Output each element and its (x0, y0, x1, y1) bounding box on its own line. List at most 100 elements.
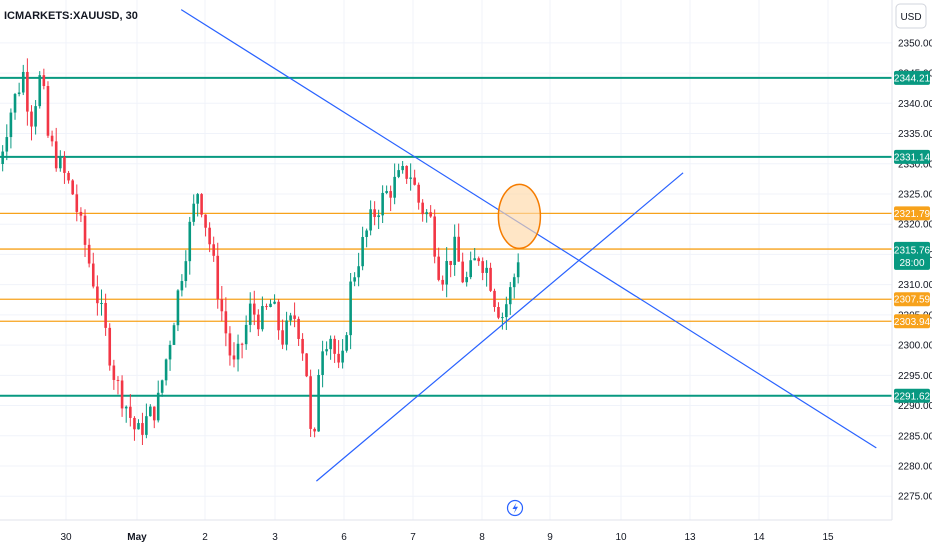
candle (34, 100, 37, 135)
candle (172, 322, 176, 345)
candle (353, 272, 356, 287)
candle (405, 165, 408, 184)
candle (133, 416, 136, 441)
candle (301, 333, 304, 361)
candle (149, 404, 152, 417)
candle (337, 340, 340, 369)
candle (512, 273, 516, 299)
candle (75, 184, 79, 222)
y-tick-label: 2350.00 (898, 38, 932, 49)
candle (46, 81, 50, 138)
candle (445, 247, 448, 298)
candles (1, 58, 520, 445)
candle (152, 406, 156, 429)
candle (91, 252, 95, 289)
y-tick-label: 2325.00 (898, 189, 932, 200)
candle (437, 247, 440, 282)
candle (38, 71, 42, 109)
candle (67, 170, 70, 184)
y-tick-label: 2280.00 (898, 462, 932, 473)
candle (317, 369, 320, 432)
candle (228, 326, 232, 366)
horizontal-levels[interactable] (0, 76, 892, 397)
candle (417, 182, 420, 210)
candle (160, 379, 164, 397)
candle (232, 342, 236, 368)
level-badge (894, 314, 930, 329)
candle (108, 323, 112, 371)
candle (501, 312, 504, 330)
candle (145, 403, 148, 439)
candle (465, 271, 468, 287)
candle (397, 163, 400, 179)
candle (104, 293, 107, 336)
candle (425, 209, 428, 223)
candle (124, 405, 128, 423)
candle (516, 253, 520, 284)
candle (83, 209, 87, 258)
candle (180, 274, 184, 297)
candle (493, 288, 496, 312)
candle (63, 151, 66, 184)
candle (50, 130, 54, 147)
level-badge (894, 292, 930, 307)
candle (120, 375, 124, 417)
candle (385, 185, 388, 195)
candle (377, 209, 380, 229)
candle (192, 194, 196, 226)
candle (137, 419, 140, 430)
candle (489, 262, 492, 293)
level-badge-label: 2303.94 (894, 317, 931, 328)
x-tick-label: 13 (684, 532, 696, 543)
candle (42, 68, 46, 90)
x-tick-label: May (127, 532, 147, 543)
candle (293, 302, 296, 328)
trendline-ascending[interactable] (316, 172, 684, 482)
candle (413, 169, 416, 186)
candle (236, 334, 240, 372)
candle (156, 380, 160, 423)
candle (389, 185, 392, 212)
candle (325, 341, 328, 356)
candle (208, 222, 211, 253)
candle (285, 311, 288, 351)
current-price-badge (894, 241, 930, 270)
candle (433, 209, 436, 264)
candle (277, 299, 280, 340)
highlight-circle[interactable] (497, 183, 542, 250)
level-badge-label: 2291.62 (894, 391, 931, 402)
level-badge (894, 149, 930, 164)
candle (54, 127, 58, 172)
y-tick-label: 2275.00 (898, 492, 932, 503)
candle (244, 315, 248, 350)
flash-icon[interactable] (506, 499, 524, 517)
candle (421, 199, 424, 222)
candle (365, 228, 368, 248)
level-badge-label: 2321.79 (894, 209, 931, 220)
currency-button-label: USD (900, 12, 921, 23)
y-tick-label: 2320.00 (898, 220, 932, 231)
candle (71, 179, 74, 196)
time-axis-labels: 30 May 2 3 6 7 8 9 10 13 14 15 (60, 532, 834, 543)
candle (21, 64, 25, 96)
candle (305, 353, 308, 378)
candle (409, 163, 412, 191)
candle (333, 335, 336, 363)
candle (79, 207, 83, 223)
time-axis[interactable] (0, 520, 892, 550)
candle (216, 242, 220, 309)
currency-button[interactable]: USD (895, 3, 927, 29)
candle (59, 150, 62, 172)
candle (273, 294, 276, 305)
x-tick-label: 14 (753, 532, 765, 543)
y-tick-label: 2285.00 (898, 431, 932, 442)
candle (164, 358, 168, 386)
level-badge-label: 2307.59 (894, 295, 931, 306)
candle (309, 369, 312, 437)
y-tick-label: 2335.00 (898, 129, 932, 140)
candle (196, 192, 199, 217)
candle (349, 273, 352, 350)
candle (269, 299, 272, 308)
